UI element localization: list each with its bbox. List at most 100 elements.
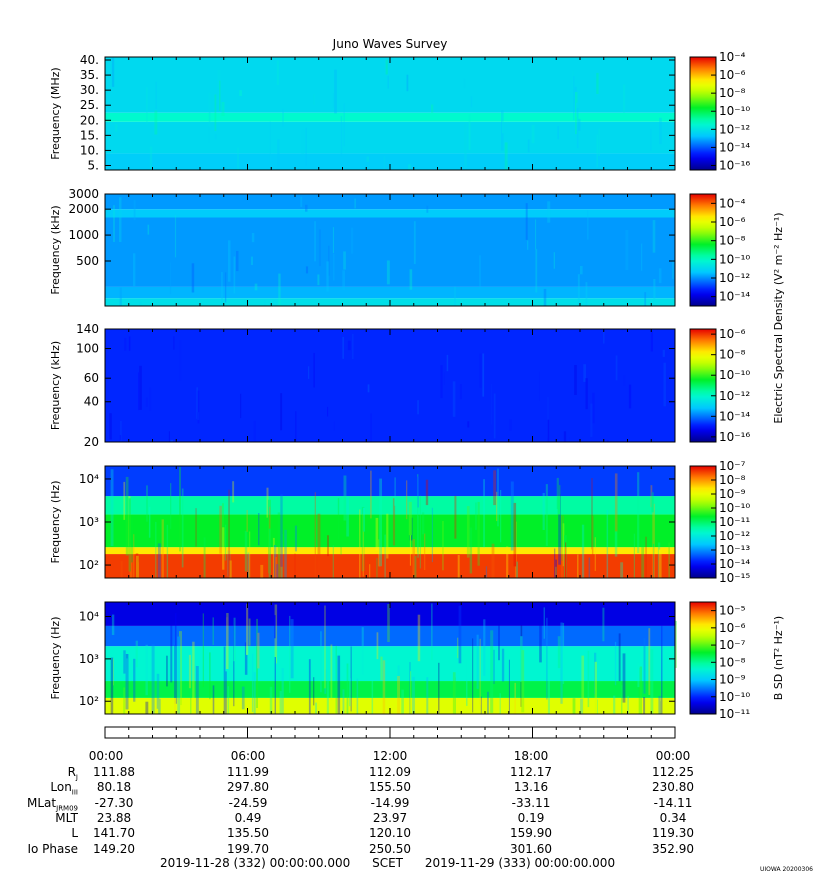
time-tick-label: 06:00 [230,749,266,763]
band-1 [105,286,675,299]
ephemeris-label: L [71,826,78,841]
time-tick-label: 12:00 [372,749,408,763]
ephemeris-value: 119.30 [652,826,694,841]
colorbar-tick-label: 10⁻⁸ [719,655,746,669]
ephemeris-value: -14.99 [370,795,410,810]
colorbar-tick-label: 10⁻¹⁴ [719,557,750,571]
spectrogram-texture [113,196,674,306]
colorbar-tick-label: 10⁻⁸ [719,473,746,487]
band-1 [105,121,675,154]
y-tick-label: 10³ [79,515,99,529]
ephemeris-value: 230.80 [652,780,694,795]
ephemeris-value: 0.19 [517,810,545,825]
colorbar-tick-label: 10⁻¹⁴ [719,140,750,154]
colorbar-tick-label: 10⁻¹⁶ [719,430,750,444]
colorbar-tick-label: 10⁻¹⁰ [719,368,750,382]
y-tick-label: 15. [80,128,99,142]
ephemeris-value: 111.99 [227,765,269,779]
time-tick-label: 18:00 [513,749,549,763]
ephemeris-value: 23.97 [372,810,408,825]
y-tick-label: 10⁴ [79,472,99,486]
band-3 [105,625,675,647]
colorbar-hz-b: 10⁻⁵ 10⁻⁶ 10⁻⁷ 10⁻⁸ 10⁻⁹ 10⁻¹⁰ 10⁻¹¹ B SD (nT² … [689,601,785,721]
colorbar-tick-label: 10⁻⁴ [719,50,746,64]
y-tick-label: 10² [79,558,99,572]
band-3 [105,496,675,515]
spectrogram-panel-khz-low: 140 100 60 40 20 Frequency (kHz) 10⁻⁶ 10⁻⁸ 10⁻¹⁰… [49,322,750,449]
colorbar-label: B SD (nT² Hz⁻¹) [772,616,785,700]
colorbar-khz-low: 10⁻⁶ 10⁻⁸ 10⁻¹⁰ 10⁻¹² 10⁻¹⁴ 10⁻¹⁶ [689,327,750,444]
y-tick-label: 5. [88,158,99,172]
ephemeris-value: 120.10 [369,826,411,841]
colorbar-tick-label: 10⁻¹⁶ [719,158,750,172]
colorbar-tick-label: 10⁻¹¹ [719,707,750,721]
footer-scet-label: SCET [372,856,403,870]
y-tick-label: 2000 [68,202,99,216]
colorbar-tick-label: 10⁻⁵ [719,604,746,618]
colorbar-khz-high: 10⁻⁴ 10⁻⁶ 10⁻⁸ 10⁻¹⁰ 10⁻¹² 10⁻¹⁴ [689,193,750,307]
ephemeris-value: 111.88 [93,765,135,779]
y-tick-label: 30. [80,83,99,97]
ephemeris-value: 250.50 [369,841,411,856]
spectrogram-texture [110,603,677,714]
colorbar-hz-e: 10⁻⁷10⁻⁸10⁻⁹10⁻¹⁰10⁻¹¹10⁻¹²10⁻¹³10⁻¹⁴10⁻… [689,459,750,585]
y-tick-label: 140 [76,322,99,336]
band-2 [105,217,675,287]
colorbar-tick-label: 10⁻¹² [719,389,750,403]
ephemeris-value: 141.70 [93,826,135,841]
y-tick-label: 100 [76,342,99,356]
colorbar-tick-label: 10⁻⁷ [719,638,746,652]
colorbar-tick-label: 10⁻⁹ [719,487,746,501]
y-axis-label: Frequency (kHz) [49,205,62,294]
y-axis-label: Frequency (kHz) [49,341,62,430]
ephemeris-value: 135.50 [227,826,269,841]
version-stamp: UIOWA 20200306 [759,866,813,873]
ephemeris-value: -33.11 [511,795,551,810]
y-tick-label: 10. [80,143,99,157]
ephemeris-value: 112.09 [369,765,411,779]
y-tick-label: 3000 [68,187,99,201]
spectrogram-texture [110,467,670,578]
colorbar-tick-label: 10⁻⁷ [719,459,746,473]
ephemeris-label: RJ [67,765,78,782]
colorbar-tick-label: 10⁻⁶ [719,621,746,635]
ephemeris-label: MLatJRM09 [27,795,78,812]
colorbar-tick-label: 10⁻⁸ [719,86,746,100]
time-tick-label: 00:00 [88,749,124,763]
colorbar-tick-label: 10⁻¹² [719,122,750,136]
ephemeris-label: LonIII [50,780,78,797]
y-tick-label: 60 [84,371,99,385]
y-tick-label: 40. [80,53,99,67]
ephemeris-value: 112.25 [652,765,694,779]
y-tick-label: 500 [76,254,99,268]
ephemeris-value: 0.49 [234,810,262,825]
colorbar-tick-label: 10⁻¹⁰ [719,252,750,266]
colorbar-tick-label: 10⁻¹⁵ [719,571,750,585]
y-axis-label: Frequency (MHz) [49,67,62,159]
colorbar-tick-label: 10⁻⁶ [719,68,746,82]
ephemeris-label: MLT [55,810,78,825]
colorbar-tick-label: 10⁻¹² [719,529,750,543]
ephemeris-value: 352.90 [652,841,694,856]
footer-start-time: 2019-11-28 (332) 00:00:00.000 [160,856,351,870]
ephemeris-value: 155.50 [369,780,411,795]
band-2 [105,646,675,682]
colorbar-tick-label: 10⁻¹⁰ [719,690,750,704]
time-axis-strip [104,726,676,739]
spectrogram-panel-hz-e: 10⁴ 10³ 10² Frequency (Hz) 10⁻⁷10⁻⁸10⁻⁹10⁻¹⁰… [49,459,750,585]
band-2 [105,514,675,548]
y-tick-label: 10² [79,694,99,708]
colorbar-tick-label: 10⁻⁶ [719,327,746,341]
y-axis-label: Frequency (Hz) [49,481,62,564]
y-tick-label: 40 [84,395,99,409]
y-tick-label: 10³ [79,652,99,666]
y-tick-label: 35. [80,68,99,82]
colorbar-tick-label: 10⁻⁶ [719,215,746,229]
band-3 [105,57,675,113]
spectrogram-panel-mhz: 5.10.15.20.25.30.35.40. Frequency (MHz) 10… [49,50,750,172]
y-tick-label: 20 [84,435,99,449]
ephemeris-value: 159.90 [510,826,552,841]
